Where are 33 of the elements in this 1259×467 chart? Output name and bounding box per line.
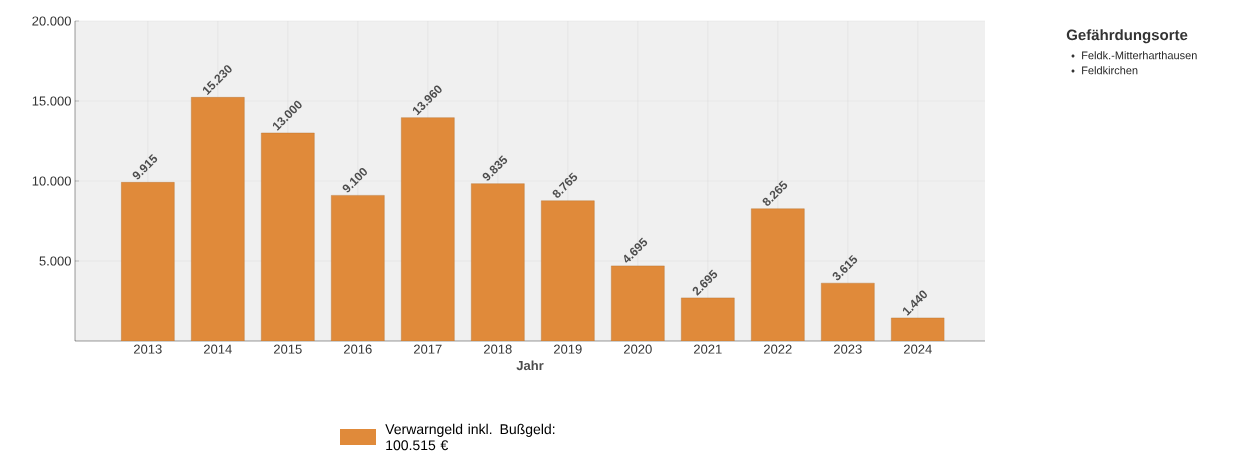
bar — [261, 132, 315, 341]
bar — [471, 183, 525, 341]
y-tick-label: 20.000 — [32, 16, 71, 26]
text: Feldk.-Mitterharthausen — [1082, 51, 1197, 60]
bar — [331, 195, 385, 341]
y-tick-label: 10.000 — [32, 176, 71, 186]
bar — [821, 282, 875, 341]
bar — [401, 117, 455, 341]
y-tick-label: 15.000 — [32, 96, 71, 106]
x-tick-label: 2014 — [204, 344, 232, 354]
x-tick-label: 2024 — [904, 344, 932, 354]
x-tick-label: 2016 — [344, 344, 372, 354]
x-tick-label: 2019 — [554, 344, 582, 354]
x-tick-label: 2023 — [834, 344, 862, 354]
x-tick-label: 2022 — [764, 344, 792, 354]
text: Feldkirchen — [1082, 66, 1138, 75]
y-tick-label: 5.000 — [39, 256, 71, 266]
legend-label: Verwarngeld inkl. Bußgeld: 100.515 € — [385, 423, 555, 451]
bar — [751, 208, 805, 341]
bar — [891, 317, 945, 341]
x-tick-label: 2018 — [484, 344, 512, 354]
x-tick-label: 2021 — [694, 344, 722, 354]
x-tick-label: 2020 — [624, 344, 652, 354]
x-tick-label: 2013 — [134, 344, 162, 354]
bar — [681, 297, 735, 341]
bar — [191, 97, 245, 341]
bar — [541, 200, 595, 341]
bar — [611, 265, 665, 341]
text: Gefährdungsorte — [1066, 29, 1188, 44]
x-tick-label: 2015 — [274, 344, 302, 354]
x-axis-title: Jahr — [516, 360, 544, 371]
x-tick-label: 2017 — [414, 344, 442, 354]
bar — [121, 182, 175, 341]
